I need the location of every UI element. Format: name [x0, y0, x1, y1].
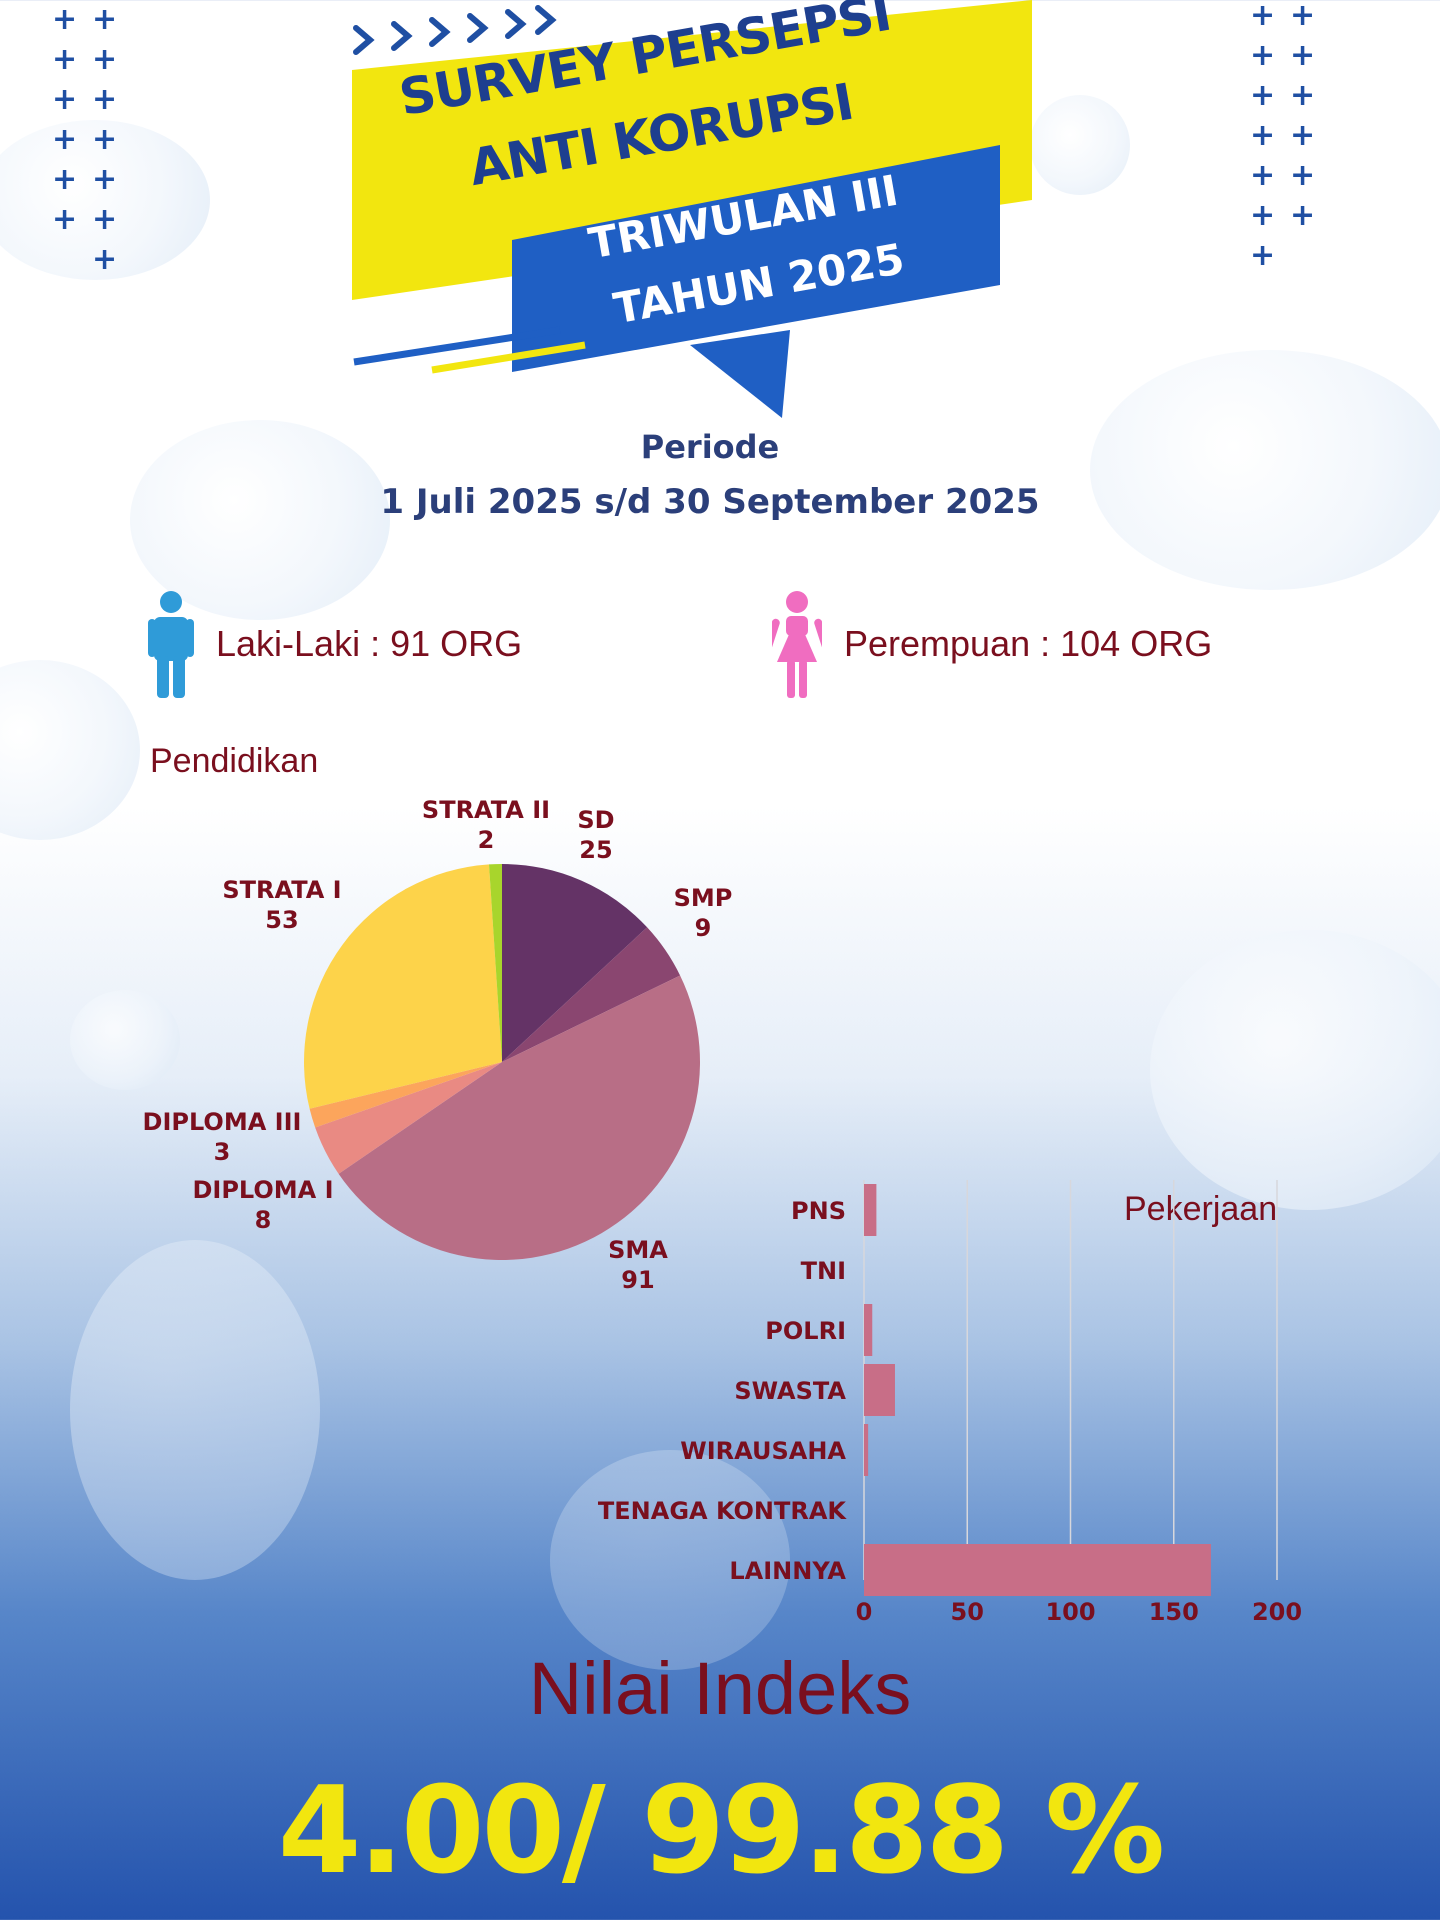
male-person-icon	[148, 591, 194, 698]
pie-label-diploma-iii: DIPLOMA III	[143, 1108, 302, 1136]
pie-slice-strata-ii	[488, 864, 502, 1062]
pie-slice-sd	[502, 864, 648, 1062]
pie-value-strata-i: 53	[265, 906, 298, 934]
bar-swasta	[864, 1364, 895, 1416]
nilai-indeks-title: Nilai Indeks	[528, 1647, 912, 1730]
nilai-indeks-value: 4.00/ 99.88 %	[277, 1762, 1165, 1901]
pie-value-sd: 25	[579, 836, 612, 864]
pie-value-smp: 9	[695, 914, 712, 942]
pie-slice-diploma-iii	[309, 1062, 502, 1128]
pie-label-sd: SD	[577, 806, 614, 834]
pie-value-diploma-iii: 3	[214, 1138, 231, 1166]
banner-blue-tail	[690, 330, 790, 418]
female-count-label: Perempuan : 104 ORG	[844, 623, 1213, 664]
bar-lainnya	[864, 1544, 1211, 1596]
pie-label-strata-ii: STRATA II	[422, 796, 550, 824]
pekerjaan-bar-chart: PNS TNI POLRI SWASTA WIRAUSAHA TENAGA KONTRAK…	[598, 1180, 1302, 1626]
female-count: Perempuan : 104 ORG	[772, 590, 1212, 698]
pekerjaan-chart-title: Pekerjaan	[1124, 1190, 1278, 1228]
coin-decoration-right-large	[1090, 350, 1440, 590]
pie-label-smp: SMP	[674, 884, 733, 912]
pie-label-diploma-i: DIPLOMA I	[192, 1176, 333, 1204]
bar-label-tenaga-kontrak: TENAGA KONTRAK	[598, 1497, 847, 1525]
banner-yellow-stripe	[431, 341, 586, 374]
bar-wirausaha	[864, 1424, 869, 1476]
bar-label-swasta: SWASTA	[734, 1377, 846, 1405]
bar-label-polri: POLRI	[765, 1317, 846, 1345]
x-tick-100: 100	[1045, 1598, 1095, 1626]
coin-decoration-top-left	[0, 120, 210, 280]
pie-slice-diploma-i	[315, 1062, 502, 1174]
pie-label-strata-i: STRATA I	[222, 876, 341, 904]
bar-label-wirausaha: WIRAUSAHA	[680, 1437, 846, 1465]
plus-pattern-left: + + + + + + + + + + + + +	[52, 2, 118, 277]
pie-value-sma: 91	[621, 1266, 654, 1294]
male-count: Laki-Laki : 91 ORG	[148, 590, 522, 698]
x-tick-50: 50	[951, 1598, 984, 1626]
x-tick-150: 150	[1149, 1598, 1199, 1626]
pie-slice-sma	[338, 975, 701, 1261]
pie-value-diploma-i: 8	[255, 1206, 272, 1234]
coin-decoration-upper-right	[1030, 95, 1130, 195]
pie-slice-smp	[502, 927, 681, 1062]
x-tick-200: 200	[1252, 1598, 1302, 1626]
plus-pattern-right: + + + + + + + + + + + + +	[1250, 0, 1316, 273]
pie-value-strata-ii: 2	[478, 826, 495, 854]
bar-label-tni: TNI	[801, 1257, 846, 1285]
male-count-label: Laki-Laki : 91 ORG	[216, 623, 523, 664]
x-tick-0: 0	[856, 1598, 873, 1626]
periode-range: 1 Juli 2025 s/d 30 September 2025	[380, 482, 1040, 522]
bar-polri	[864, 1304, 873, 1356]
banner-blue-stripe	[353, 326, 561, 366]
bar-label-pns: PNS	[791, 1197, 846, 1225]
bar-pns	[864, 1184, 877, 1236]
bar-label-lainnya: LAINNYA	[729, 1557, 846, 1585]
chevron-arrows-icon	[353, 5, 557, 55]
pie-slice-strata-i	[304, 864, 502, 1109]
pendidikan-chart-title: Pendidikan	[150, 742, 319, 780]
coin-decoration-right-middle	[1150, 930, 1440, 1210]
periode-title: Periode	[640, 428, 780, 466]
female-person-icon	[772, 591, 822, 698]
pie-label-sma: SMA	[608, 1236, 668, 1264]
